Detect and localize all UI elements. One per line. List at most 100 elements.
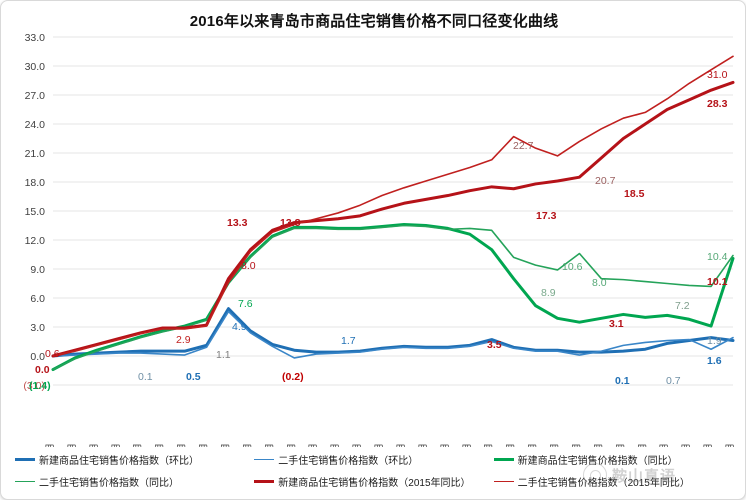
x-axis-tick-label: 2018年3月 <box>614 443 625 447</box>
data-label: 8.9 <box>541 287 556 299</box>
data-label: 3.5 <box>487 339 502 351</box>
legend-label: 新建商品住宅销售价格指数（2015年同比） <box>278 477 471 489</box>
legend-swatch-icon <box>254 479 275 483</box>
x-axis-tick-label: 2018年8月 <box>724 443 735 447</box>
legend-label: 二手住宅销售价格指数（2015年同比） <box>517 477 690 489</box>
y-axis-tick-label: 9.0 <box>30 264 45 276</box>
series-line-6 <box>52 55 734 357</box>
legend-item-6[interactable]: 二手住宅销售价格指数（2015年同比） <box>493 470 733 492</box>
data-label: 13.3 <box>227 217 248 229</box>
data-label: 28.3 <box>707 98 728 110</box>
y-axis-tick-label: 6.0 <box>30 293 45 305</box>
x-axis-tick-label: 2018年1月 <box>570 443 581 447</box>
chart-legend: 新建商品住宅销售价格指数（环比） 二手住宅销售价格指数（环比） 新建商品住宅销售价格… <box>15 448 733 492</box>
x-axis-tick-label: 2017年11月 <box>527 443 538 447</box>
chart-plot-area: 33.0 30.0 27.0 24.0 21.0 18.0 15.0 12.0 9.0 6.0 3.… <box>1 27 746 447</box>
data-label: 8.0 <box>241 260 256 272</box>
x-axis-tick-label: 2017年7月 <box>439 443 450 447</box>
x-axis-tick-label: 2016年3月 <box>88 443 99 447</box>
series-line-3 <box>51 223 735 372</box>
x-axis-tick-label: 2018年4月 <box>636 443 647 447</box>
legend-item-1[interactable]: 新建商品住宅销售价格指数（环比） <box>15 448 254 470</box>
y-axis-tick-label: 3.0 <box>30 322 45 334</box>
series-line-5 <box>51 80 735 358</box>
data-label: 17.3 <box>536 210 557 222</box>
data-label: 1.9 <box>707 335 722 347</box>
x-axis-tick-label: 2016年12月 <box>285 443 296 447</box>
y-axis-tick-label: 18.0 <box>25 177 46 189</box>
x-axis-tick-label: 2018年2月 <box>592 443 603 447</box>
data-label: 31.0 <box>707 69 728 81</box>
data-label: 22.7 <box>513 140 534 152</box>
x-axis-tick-label: 2018年5月 <box>658 443 669 447</box>
y-axis-tick-label: 33.0 <box>25 32 46 44</box>
x-axis-tick-label: 2016年8月 <box>198 443 209 447</box>
data-label: (0.2) <box>282 371 304 383</box>
x-axis-tick-label: 2016年5月 <box>132 443 143 447</box>
x-axis-tick-label: 2018年6月 <box>680 443 691 447</box>
data-label: 10.6 <box>562 261 583 273</box>
x-axis-tick-label: 2017年10月 <box>505 443 516 447</box>
legend-swatch-icon <box>254 458 275 460</box>
y-axis-tick-label: 15.0 <box>25 206 46 218</box>
data-label: 0.7 <box>666 375 681 387</box>
series-line-4 <box>52 224 734 371</box>
legend-swatch-icon <box>15 480 35 482</box>
x-axis-tick-label: 2017年2月 <box>329 443 340 447</box>
legend-swatch-icon <box>493 457 514 461</box>
y-axis-tick-label: 30.0 <box>25 61 46 73</box>
data-label: 8.0 <box>592 277 607 289</box>
x-axis-tick-label: 2016年6月 <box>154 443 165 447</box>
legend-item-2[interactable]: 二手住宅销售价格指数（环比） <box>254 448 493 470</box>
x-axis-tick-label: 2017年4月 <box>373 443 384 447</box>
data-label: 3.1 <box>609 318 624 330</box>
y-axis-tick-label: (3.0) <box>23 380 45 392</box>
legend-swatch-icon <box>493 480 514 482</box>
legend-item-4[interactable]: 二手住宅销售价格指数（同比） <box>15 470 254 492</box>
x-axis-tick-label: 2017年1月 <box>307 443 318 447</box>
data-label: 0.5 <box>186 371 201 383</box>
data-label: 1.1 <box>216 349 231 361</box>
y-axis-tick-label: 24.0 <box>25 119 46 131</box>
x-axis-tick-label: 2017年9月 <box>483 443 494 447</box>
series-line-1 <box>51 307 735 358</box>
data-label: 13.8 <box>280 217 301 229</box>
y-axis-tick-label: 27.0 <box>25 90 46 102</box>
legend-item-3[interactable]: 新建商品住宅销售价格指数（同比） <box>493 448 733 470</box>
data-label: 1.7 <box>341 335 356 347</box>
data-label: 0.0 <box>35 364 50 376</box>
data-label: 1.6 <box>707 355 722 367</box>
line-chart-svg: 33.0 30.0 27.0 24.0 21.0 18.0 15.0 12.0 9.0 6.0 3.… <box>23 32 735 447</box>
legend-item-5[interactable]: 新建商品住宅销售价格指数（2015年同比） <box>254 470 493 492</box>
y-axis-tick-label: 0.0 <box>30 351 45 363</box>
x-axis-tick-label: 2016年7月 <box>176 443 187 447</box>
x-axis-tick-label: 2016年11月 <box>263 443 274 447</box>
x-axis-tick-label: 2016年2月 <box>66 443 77 447</box>
legend-label: 二手住宅销售价格指数（同比） <box>39 477 179 489</box>
x-axis-tick-label: 2017年3月 <box>351 443 362 447</box>
legend-label: 新建商品住宅销售价格指数（环比） <box>39 455 199 467</box>
data-label: 10.1 <box>707 276 728 288</box>
data-label: 20.7 <box>595 175 616 187</box>
x-axis-tick-label: 2016年10月 <box>241 443 252 447</box>
y-axis-tick-label: 12.0 <box>25 235 46 247</box>
data-label: 7.6 <box>238 298 253 310</box>
legend-swatch-icon <box>15 457 35 461</box>
data-label: 0.1 <box>615 375 630 387</box>
data-label: 4.9 <box>232 321 247 333</box>
x-axis-tick-label: 2016年1月 <box>44 443 55 447</box>
x-axis-tick-label: 2017年6月 <box>417 443 428 447</box>
data-label: 10.4 <box>707 251 728 263</box>
x-axis-tick-label: 2016年9月 <box>219 443 230 447</box>
x-axis-tick-label: 2016年4月 <box>110 443 121 447</box>
page-title: 2016年以来青岛市商品住宅销售价格不同口径变化曲线 <box>189 13 559 30</box>
data-label: 7.2 <box>675 300 690 312</box>
x-axis-tick-label: 2017年5月 <box>395 443 406 447</box>
x-axis-tick-label: 2018年7月 <box>702 443 713 447</box>
data-label: 2.9 <box>176 334 191 346</box>
y-axis-tick-label: 21.0 <box>25 148 46 160</box>
data-label: (1.4) <box>29 380 51 392</box>
x-axis-tick-label: 2017年12月 <box>549 443 560 447</box>
legend-label: 新建商品住宅销售价格指数（同比） <box>517 455 678 467</box>
